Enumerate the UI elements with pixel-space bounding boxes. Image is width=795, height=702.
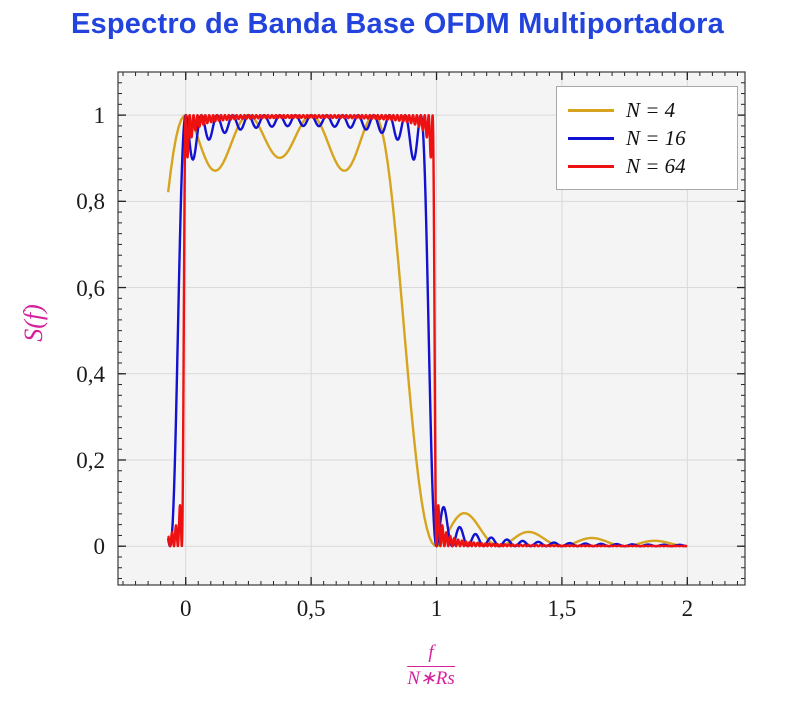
legend-label-n64: N = 64 xyxy=(626,153,686,178)
series-line-64 xyxy=(167,113,689,548)
legend-label-n16: N = 16 xyxy=(626,125,686,150)
x-axis-label-numerator: f xyxy=(407,642,455,667)
legend-swatch-n16-line xyxy=(568,136,614,140)
y-axis-label: S(f) xyxy=(19,304,48,342)
legend: N = 4 N = 16 N = 64 xyxy=(556,86,738,190)
legend-label-n4: N = 4 xyxy=(626,97,676,122)
chart-title: Espectro de Banda Base OFDM Multiportado… xyxy=(71,8,724,40)
series-line-16 xyxy=(166,113,688,548)
legend-item-n64: N = 64 xyxy=(568,152,726,180)
legend-swatch-n4-line xyxy=(568,108,614,112)
x-axis-label-denominator: N∗Rs xyxy=(407,667,455,689)
plot-frame xyxy=(117,71,746,586)
legend-swatch-n64-line xyxy=(568,164,614,168)
x-axis-label: f N∗Rs xyxy=(407,642,455,690)
legend-item-n4: N = 4 xyxy=(568,96,726,124)
legend-item-n16: N = 16 xyxy=(568,124,726,152)
